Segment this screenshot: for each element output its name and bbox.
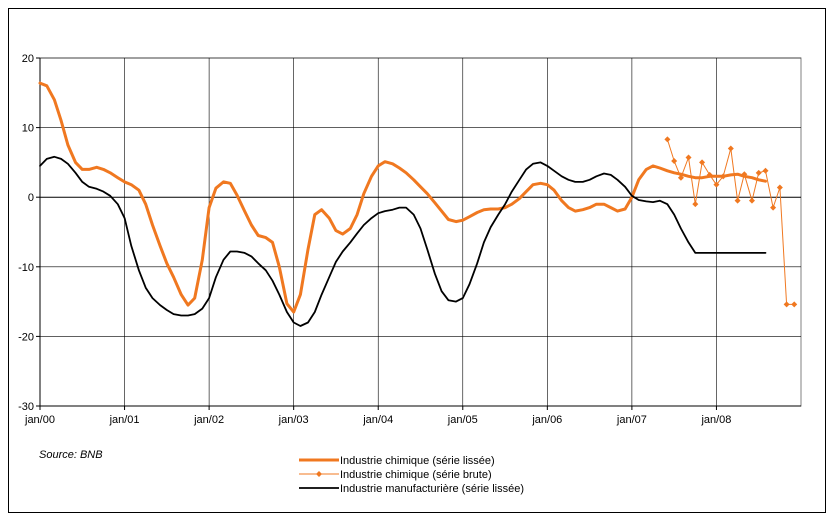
- data-point-marker: [776, 184, 783, 191]
- data-point-marker: [713, 181, 720, 188]
- series-group: [38, 81, 798, 327]
- data-point-marker: [677, 174, 684, 181]
- x-tick-label: jan/00: [24, 414, 55, 426]
- data-point-marker: [748, 197, 755, 204]
- data-point-marker: [720, 173, 727, 180]
- data-point-marker: [685, 154, 692, 161]
- x-tick-label: jan/02: [193, 414, 224, 426]
- data-point-marker: [699, 159, 706, 166]
- data-point-marker: [664, 136, 671, 143]
- data-point-marker: [741, 171, 748, 178]
- x-tick-label: jan/03: [278, 414, 309, 426]
- gridlines: [40, 57, 801, 407]
- legend-label: Industrie chimique (série lissée): [340, 455, 495, 467]
- x-tick-label: jan/08: [700, 414, 731, 426]
- x-tick-label: jan/04: [362, 414, 393, 426]
- data-point-marker: [755, 169, 762, 176]
- data-point-marker: [770, 204, 777, 211]
- chart-frame: 20 10 0 -10 -20 -30 jan/00 jan/01 jan/02 jan/03 ja…: [8, 8, 826, 513]
- y-tick-label: -30: [18, 401, 34, 413]
- y-tick-label: 0: [28, 192, 34, 204]
- data-point-marker: [734, 197, 741, 204]
- data-point-marker: [762, 167, 769, 174]
- legend-label: Industrie manufacturière (série lissée): [340, 483, 524, 495]
- data-point-marker: [706, 171, 713, 178]
- y-tick-label: -10: [18, 262, 34, 274]
- legend-marker: [316, 471, 322, 477]
- x-tick-label: jan/07: [616, 414, 647, 426]
- data-point-marker: [727, 145, 734, 152]
- plot-background: [39, 57, 802, 407]
- legend-label: Industrie chimique (série brute): [340, 469, 492, 481]
- y-tick-label: 10: [22, 123, 34, 135]
- source-note: Source: BNB: [39, 449, 103, 461]
- series-line-3: [39, 155, 767, 327]
- data-point-marker: [783, 301, 790, 308]
- x-tick-label: jan/05: [447, 414, 478, 426]
- plot-area: [39, 57, 802, 407]
- x-tick-label: jan/06: [531, 414, 562, 426]
- y-tick-label: -20: [18, 331, 34, 343]
- series-line-1: [38, 81, 767, 314]
- legend: Industrie chimique (série lissée) Industr…: [299, 455, 524, 495]
- x-tick-label: jan/01: [109, 414, 140, 426]
- data-point-marker: [671, 158, 678, 165]
- y-tick-label: 20: [22, 53, 34, 65]
- data-point-marker: [692, 201, 699, 208]
- data-point-marker: [791, 301, 798, 308]
